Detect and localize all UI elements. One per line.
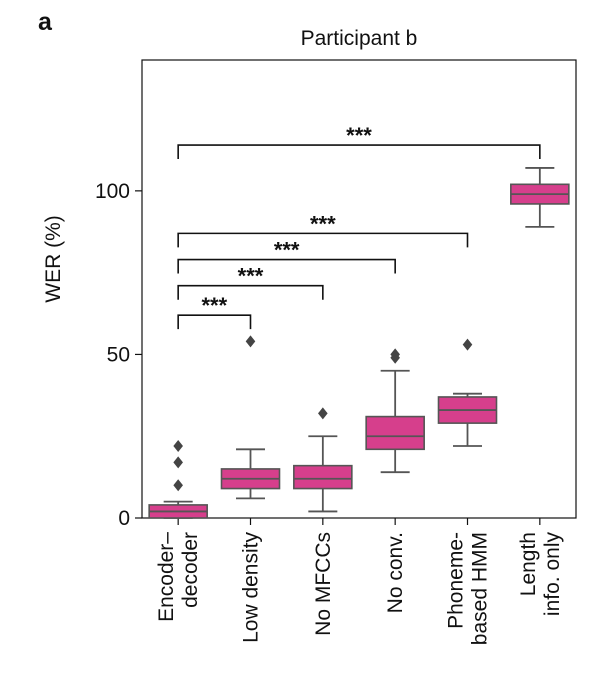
chart-title: Participant b bbox=[301, 27, 418, 50]
plot-frame bbox=[141, 59, 577, 519]
x-tick-label: decoder bbox=[179, 532, 202, 608]
significance-label: *** bbox=[238, 264, 264, 289]
x-tick-label: No MFCCs bbox=[312, 532, 335, 636]
y-tick-label: 50 bbox=[107, 343, 130, 366]
x-tick-label: based HMM bbox=[469, 532, 492, 645]
outlier-marker bbox=[173, 479, 183, 492]
outlier-marker bbox=[318, 407, 328, 420]
y-tick-label: 100 bbox=[95, 180, 130, 203]
x-tick-label: Low density bbox=[240, 532, 263, 643]
significance-label: *** bbox=[201, 293, 227, 318]
x-tick-label: Phoneme- bbox=[445, 532, 468, 629]
significance-bracket bbox=[177, 284, 324, 300]
x-tick-label: info. only bbox=[541, 532, 564, 617]
y-axis-label: WER (%) bbox=[42, 215, 65, 303]
box-iqr bbox=[293, 464, 353, 490]
panel-label: a bbox=[38, 8, 52, 36]
outlier-marker bbox=[462, 338, 473, 351]
outlier-marker bbox=[390, 348, 400, 361]
y-tick-label: 0 bbox=[118, 507, 130, 530]
x-tick-label: Length bbox=[517, 532, 540, 596]
x-tick-label: No conv. bbox=[384, 532, 407, 613]
significance-bracket bbox=[177, 232, 469, 248]
significance-bracket bbox=[177, 258, 396, 274]
outlier-marker bbox=[173, 456, 183, 469]
x-tick-label: Encoder– bbox=[155, 532, 178, 622]
box-iqr bbox=[365, 415, 425, 451]
significance-label: *** bbox=[310, 211, 336, 236]
outlier-marker bbox=[245, 335, 256, 348]
outlier-marker bbox=[173, 440, 183, 453]
significance-label: *** bbox=[346, 123, 372, 148]
significance-bracket bbox=[177, 314, 252, 330]
significance-label: *** bbox=[274, 238, 300, 263]
significance-bracket bbox=[177, 144, 541, 160]
